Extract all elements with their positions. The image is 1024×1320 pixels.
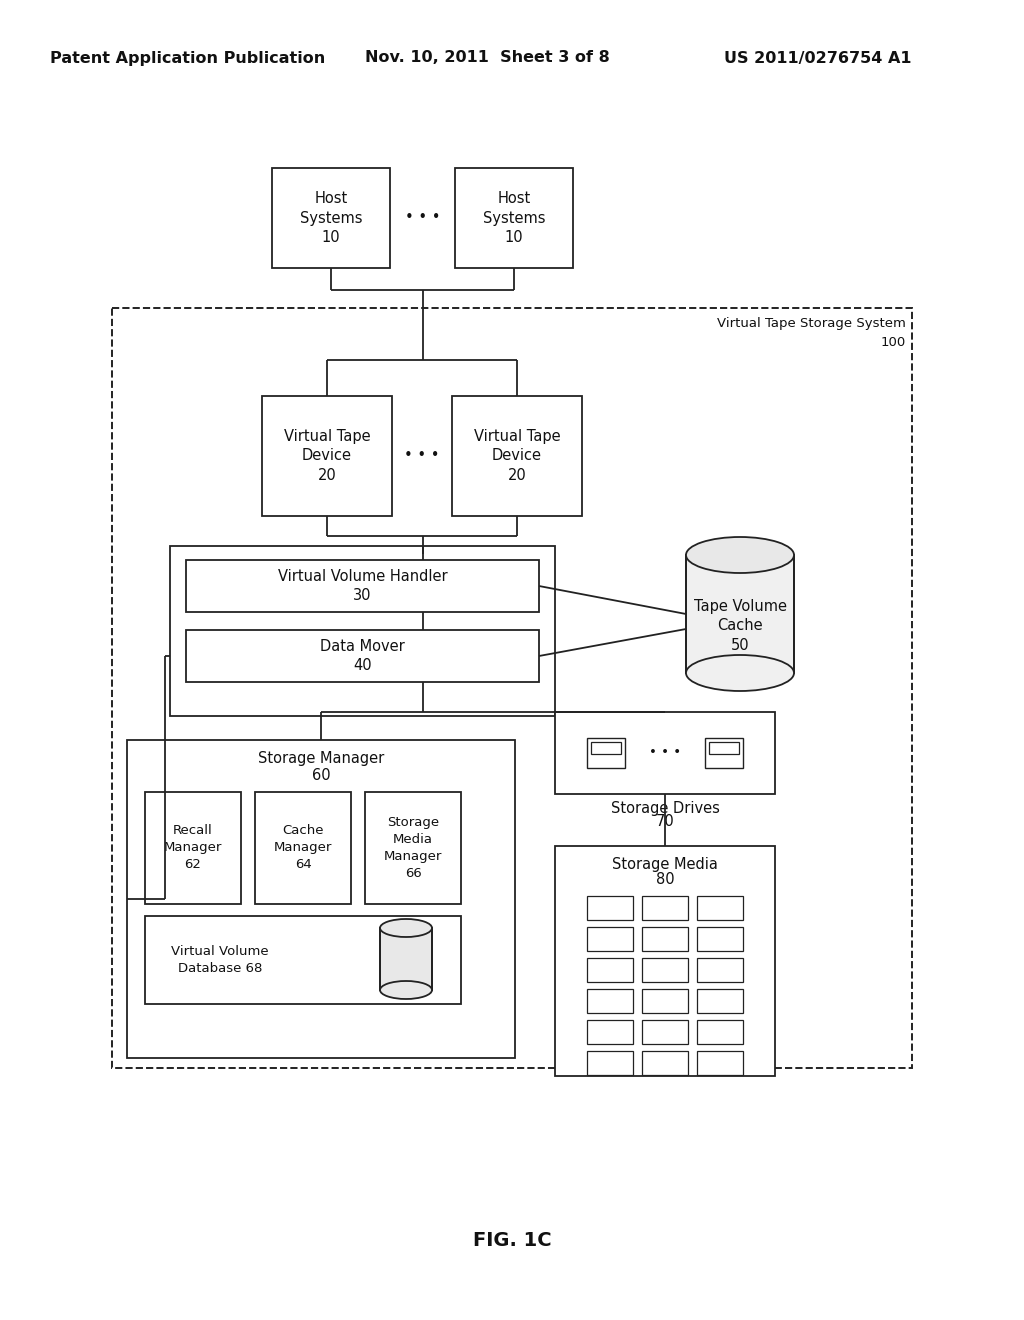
FancyBboxPatch shape bbox=[587, 1020, 633, 1044]
FancyBboxPatch shape bbox=[642, 1020, 688, 1044]
Ellipse shape bbox=[380, 981, 432, 999]
FancyBboxPatch shape bbox=[697, 958, 743, 982]
FancyBboxPatch shape bbox=[455, 168, 573, 268]
FancyBboxPatch shape bbox=[642, 927, 688, 950]
Text: 60: 60 bbox=[311, 767, 331, 783]
Text: US 2011/0276754 A1: US 2011/0276754 A1 bbox=[724, 50, 911, 66]
Text: 70: 70 bbox=[655, 814, 675, 829]
FancyBboxPatch shape bbox=[705, 738, 743, 768]
FancyBboxPatch shape bbox=[697, 1020, 743, 1044]
FancyBboxPatch shape bbox=[272, 168, 390, 268]
Text: Tape Volume
Cache
50: Tape Volume Cache 50 bbox=[693, 599, 786, 653]
FancyBboxPatch shape bbox=[555, 846, 775, 1076]
Text: Patent Application Publication: Patent Application Publication bbox=[50, 50, 326, 66]
Text: Virtual Tape
Device
20: Virtual Tape Device 20 bbox=[474, 429, 560, 483]
FancyBboxPatch shape bbox=[587, 989, 633, 1012]
FancyBboxPatch shape bbox=[642, 1051, 688, 1074]
FancyBboxPatch shape bbox=[642, 896, 688, 920]
Text: Host
Systems
10: Host Systems 10 bbox=[482, 190, 545, 246]
FancyBboxPatch shape bbox=[587, 738, 625, 768]
Text: Storage Manager: Storage Manager bbox=[258, 751, 384, 766]
Text: FIG. 1C: FIG. 1C bbox=[473, 1230, 551, 1250]
Text: Storage Media: Storage Media bbox=[612, 857, 718, 871]
FancyBboxPatch shape bbox=[262, 396, 392, 516]
FancyBboxPatch shape bbox=[186, 630, 539, 682]
FancyBboxPatch shape bbox=[170, 546, 555, 715]
Text: Host
Systems
10: Host Systems 10 bbox=[300, 190, 362, 246]
Text: Virtual Tape Storage System: Virtual Tape Storage System bbox=[717, 318, 906, 330]
Text: Recall
Manager
62: Recall Manager 62 bbox=[164, 825, 222, 871]
FancyBboxPatch shape bbox=[255, 792, 351, 904]
FancyBboxPatch shape bbox=[112, 308, 912, 1068]
FancyBboxPatch shape bbox=[587, 1051, 633, 1074]
Text: 80: 80 bbox=[655, 873, 675, 887]
Text: Data Mover
40: Data Mover 40 bbox=[321, 639, 404, 673]
FancyBboxPatch shape bbox=[555, 711, 775, 795]
FancyBboxPatch shape bbox=[452, 396, 582, 516]
FancyBboxPatch shape bbox=[145, 916, 461, 1005]
FancyBboxPatch shape bbox=[642, 989, 688, 1012]
FancyBboxPatch shape bbox=[591, 742, 621, 754]
Text: Nov. 10, 2011  Sheet 3 of 8: Nov. 10, 2011 Sheet 3 of 8 bbox=[365, 50, 609, 66]
FancyBboxPatch shape bbox=[587, 896, 633, 920]
FancyBboxPatch shape bbox=[709, 742, 739, 754]
FancyBboxPatch shape bbox=[697, 1051, 743, 1074]
Ellipse shape bbox=[686, 537, 794, 573]
FancyBboxPatch shape bbox=[587, 958, 633, 982]
FancyBboxPatch shape bbox=[587, 927, 633, 950]
Ellipse shape bbox=[380, 919, 432, 937]
Text: Storage
Media
Manager
66: Storage Media Manager 66 bbox=[384, 816, 442, 880]
Text: 100: 100 bbox=[881, 335, 906, 348]
Text: Storage Drives: Storage Drives bbox=[610, 800, 720, 816]
Text: Cache
Manager
64: Cache Manager 64 bbox=[273, 825, 332, 871]
FancyBboxPatch shape bbox=[642, 958, 688, 982]
Text: • • •: • • • bbox=[404, 449, 439, 463]
Text: • • •: • • • bbox=[404, 210, 440, 226]
FancyBboxPatch shape bbox=[145, 792, 241, 904]
Text: Virtual Tape
Device
20: Virtual Tape Device 20 bbox=[284, 429, 371, 483]
FancyBboxPatch shape bbox=[365, 792, 461, 904]
FancyBboxPatch shape bbox=[127, 741, 515, 1059]
Text: Virtual Volume Handler
30: Virtual Volume Handler 30 bbox=[278, 569, 447, 603]
FancyBboxPatch shape bbox=[380, 928, 432, 990]
FancyBboxPatch shape bbox=[186, 560, 539, 612]
FancyBboxPatch shape bbox=[697, 896, 743, 920]
FancyBboxPatch shape bbox=[697, 989, 743, 1012]
Text: Virtual Volume
Database 68: Virtual Volume Database 68 bbox=[171, 945, 269, 975]
Ellipse shape bbox=[686, 655, 794, 690]
FancyBboxPatch shape bbox=[697, 927, 743, 950]
Text: • • •: • • • bbox=[649, 747, 681, 759]
FancyBboxPatch shape bbox=[686, 554, 794, 673]
